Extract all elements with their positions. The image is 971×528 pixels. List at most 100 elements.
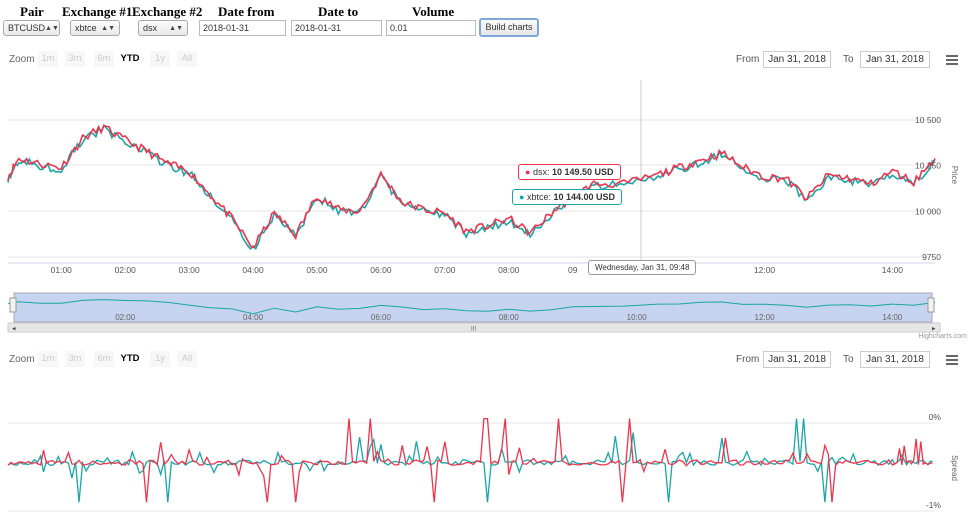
navigator-x-tick: 02:00 — [115, 313, 136, 322]
tooltip-dsx: ● dsx: 10 149.50 USD — [518, 164, 621, 180]
zoom-all-button[interactable]: All — [177, 351, 197, 367]
navigator-scrollbar[interactable] — [7, 322, 941, 333]
price-zoom-bar: Zoom 1m 3m 6m YTD 1y All From Jan 31, 20… — [0, 51, 971, 69]
price-x-tick: 12:00 — [754, 265, 776, 275]
pair-header: Pair — [20, 4, 44, 19]
tooltip-xbtce: ● xbtce: 10 144.00 USD — [512, 189, 623, 205]
date-to-header: Date to — [318, 4, 359, 19]
range-to-input[interactable]: Jan 31, 2018 — [860, 351, 930, 368]
series-line-dsx — [7, 124, 936, 249]
navigator-x-tick: 08:00 — [499, 313, 520, 322]
range-to-label: To — [843, 54, 854, 65]
range-to-label: To — [843, 354, 854, 365]
range-from-label: From — [736, 54, 760, 65]
price-x-tick: 02:00 — [115, 265, 137, 275]
chart-menu-icon[interactable] — [946, 55, 958, 67]
navigator-x-tick: 14:00 — [882, 313, 903, 322]
navigator-series-line — [7, 299, 936, 315]
select-arrows-icon: ▲▼ — [169, 24, 183, 32]
zoom-6m-button[interactable]: 6m — [94, 351, 114, 367]
zoom-label: Zoom — [9, 354, 35, 365]
xbtce-dot-icon: ● — [519, 192, 525, 202]
range-to-input[interactable]: Jan 31, 2018 — [860, 51, 930, 68]
spread-y-tick: -1% — [926, 500, 942, 510]
scroll-left-icon[interactable]: ◂ — [12, 326, 16, 333]
spread-zoom-bar: Zoom 1m 3m 6m YTD 1y All From Jan 31, 20… — [0, 351, 971, 369]
navigator-right-handle[interactable] — [927, 297, 935, 313]
select-arrows-icon: ▲▼ — [45, 24, 59, 32]
spread-chart: 0% -1% Spread — [7, 412, 959, 512]
spread-y-tick: 0% — [929, 412, 942, 422]
spread-line-dsx — [7, 417, 933, 503]
price-x-tick: 14:00 — [882, 265, 904, 275]
navigator-series — [7, 299, 936, 315]
spread-line-xbtce — [7, 418, 933, 503]
price-x-tick: 01:00 — [51, 265, 73, 275]
price-y-tick: 10 250 — [915, 161, 941, 171]
price-x-tick: 07:00 — [434, 265, 456, 275]
zoom-ytd-button[interactable]: YTD — [120, 351, 140, 367]
pair-select[interactable]: BTCUSD ▲▼ — [3, 20, 60, 36]
spread-axis-ticks: 0% -1% — [926, 412, 942, 510]
navigator-left-handle[interactable] — [9, 297, 17, 313]
zoom-1y-button[interactable]: 1y — [150, 351, 170, 367]
chart-menu-icon[interactable] — [946, 355, 958, 367]
scrollbar-grip-icon[interactable]: III — [471, 327, 476, 333]
pair-select-value: BTCUSD — [8, 23, 46, 33]
range-from-input[interactable]: Jan 31, 2018 — [763, 51, 831, 68]
tooltip-dsx-value: 10 149.50 USD — [551, 167, 614, 177]
price-axis-ticks: 10 500 10 250 10 000 9750 01:00 02:00 03:00 04:… — [51, 115, 942, 275]
spread-y-axis-title: Spread — [950, 455, 959, 481]
dsx-dot-icon: ● — [525, 167, 531, 177]
exchange1-header: Exchange #1 — [62, 4, 133, 19]
scroll-right-icon[interactable]: ▸ — [932, 326, 936, 333]
volume-input[interactable]: 0.01 — [386, 20, 476, 36]
volume-header: Volume — [412, 4, 455, 19]
spread-series-group — [7, 417, 933, 503]
price-series-group — [7, 123, 936, 251]
navigator-x-tick: 04:00 — [243, 313, 264, 322]
range-from-input[interactable]: Jan 31, 2018 — [763, 351, 831, 368]
navigator-x-tick: 06:00 — [371, 313, 392, 322]
tooltip-xbtce-value: 10 144.00 USD — [553, 192, 616, 202]
tooltip-xbtce-name: xbtce — [526, 192, 549, 202]
tooltip-dsx-name: dsx — [532, 167, 547, 177]
price-x-tick: 04:00 — [242, 265, 264, 275]
date-to-input[interactable]: 2018-01-31 — [291, 20, 382, 36]
price-y-axis-title: Price — [950, 166, 959, 185]
zoom-ytd-button[interactable]: YTD — [120, 51, 140, 67]
price-chart: 10 500 10 250 10 000 9750 01:00 02:00 03:00 04:… — [7, 80, 959, 275]
zoom-3m-button[interactable]: 3m — [65, 51, 85, 67]
navigator-x-tick: 12:00 — [755, 313, 776, 322]
zoom-1m-button[interactable]: 1m — [38, 351, 58, 367]
navigator[interactable]: 02:00 04:00 06:00 08:00 10:00 12:00 14:00 ◂ ▸ … — [0, 292, 971, 334]
zoom-6m-button[interactable]: 6m — [94, 51, 114, 67]
zoom-1y-button[interactable]: 1y — [150, 51, 170, 67]
price-x-tick: 06:00 — [370, 265, 392, 275]
zoom-all-button[interactable]: All — [177, 51, 197, 67]
price-x-tick: 03:00 — [178, 265, 200, 275]
exchange1-select[interactable]: xbtce ▲▼ — [70, 20, 120, 36]
form-header-row: Pair Exchange #1 Exchange #2 Date from D… — [0, 4, 560, 19]
navigator-ticks: 02:00 04:00 06:00 08:00 10:00 12:00 14:00 — [115, 313, 903, 322]
price-x-tick: 09 — [568, 265, 578, 275]
zoom-1m-button[interactable]: 1m — [38, 51, 58, 67]
highcharts-credit[interactable]: Highcharts.com — [918, 333, 967, 340]
date-from-input[interactable]: 2018-01-31 — [199, 20, 286, 36]
price-x-tick: 08:00 — [498, 265, 520, 275]
price-y-tick: 10 500 — [915, 115, 941, 125]
range-from-label: From — [736, 354, 760, 365]
build-charts-button[interactable]: Build charts — [479, 18, 539, 37]
price-x-tick: 05:00 — [306, 265, 328, 275]
price-gridlines — [8, 119, 935, 258]
exchange2-header: Exchange #2 — [132, 4, 203, 19]
exchange2-select-value: dsx — [143, 23, 158, 33]
exchange1-select-value: xbtce — [75, 23, 97, 33]
price-y-tick: 9750 — [922, 252, 941, 262]
navigator-x-tick: 10:00 — [627, 313, 648, 322]
zoom-3m-button[interactable]: 3m — [65, 351, 85, 367]
exchange2-select[interactable]: dsx ▲▼ — [138, 20, 188, 36]
date-from-header: Date from — [218, 4, 275, 19]
select-arrows-icon: ▲▼ — [101, 24, 115, 32]
navigator-window[interactable] — [13, 292, 933, 323]
